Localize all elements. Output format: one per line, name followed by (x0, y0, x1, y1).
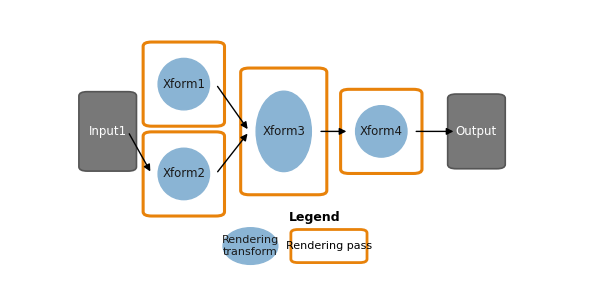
Ellipse shape (158, 58, 209, 110)
FancyBboxPatch shape (341, 89, 422, 173)
Text: Xform2: Xform2 (162, 167, 205, 181)
FancyBboxPatch shape (143, 42, 225, 126)
Text: Output: Output (456, 125, 497, 138)
Text: Xform3: Xform3 (262, 125, 305, 138)
FancyBboxPatch shape (143, 132, 225, 216)
FancyBboxPatch shape (79, 92, 136, 171)
Text: Input1: Input1 (88, 125, 126, 138)
FancyBboxPatch shape (448, 94, 505, 169)
Ellipse shape (158, 148, 209, 200)
Text: Rendering
transform: Rendering transform (222, 235, 279, 257)
FancyBboxPatch shape (241, 68, 327, 195)
Text: Legend: Legend (289, 211, 341, 224)
Text: Xform1: Xform1 (162, 78, 205, 91)
Ellipse shape (256, 91, 311, 172)
FancyBboxPatch shape (291, 230, 367, 262)
Text: Rendering pass: Rendering pass (286, 241, 372, 251)
Text: Xform4: Xform4 (360, 125, 403, 138)
Ellipse shape (223, 228, 278, 264)
Ellipse shape (356, 106, 407, 157)
